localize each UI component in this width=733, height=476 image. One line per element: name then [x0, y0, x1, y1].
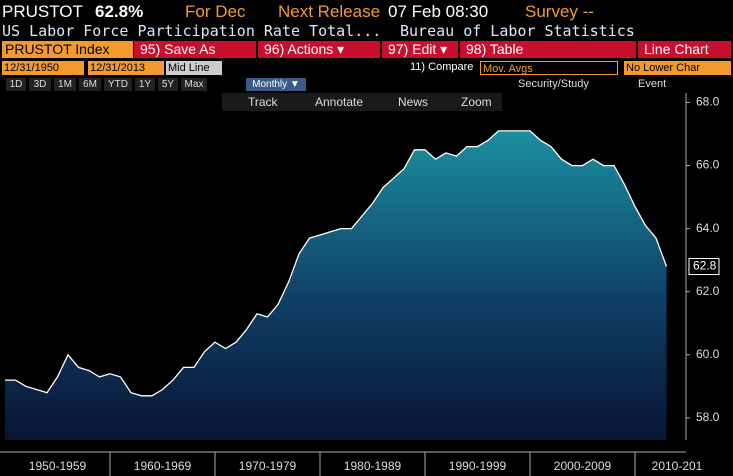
- save-button[interactable]: 95) Save As: [134, 41, 256, 58]
- mov-avgs[interactable]: Mov. Avgs: [480, 61, 618, 75]
- x-tick-label: 1960-1969: [134, 459, 192, 473]
- range-button[interactable]: Max: [181, 78, 207, 91]
- annotate-tool[interactable]: Annotate: [315, 95, 364, 109]
- x-tick-label: 1980-1989: [344, 459, 402, 473]
- ticker: PRUSTOT: [2, 2, 83, 21]
- description: US Labor Force Participation Rate Total.…: [2, 22, 382, 40]
- x-tick-label: 1990-1999: [449, 459, 507, 473]
- x-tick-label: 1970-1979: [239, 459, 297, 473]
- period: For Dec: [185, 2, 246, 21]
- actions-button[interactable]: 96) Actions ▾: [258, 41, 380, 58]
- last-value-label: 62.8: [693, 259, 717, 273]
- event[interactable]: Event: [638, 78, 667, 90]
- next-release-label: Next Release: [278, 2, 381, 21]
- x-tick-label: 2010-201: [652, 459, 703, 473]
- range-button[interactable]: 1Y: [135, 78, 155, 91]
- last-value: 62.8%: [95, 2, 144, 21]
- table-button[interactable]: 98) Table: [460, 41, 636, 58]
- y-tick-label: 60.0: [696, 347, 720, 361]
- survey: Survey --: [525, 2, 594, 21]
- edit-button[interactable]: 97) Edit ▾: [382, 41, 458, 58]
- source: Bureau of Labor Statistics: [400, 22, 635, 40]
- chart-type[interactable]: Line Chart: [638, 41, 731, 58]
- security-study[interactable]: Security/Study: [518, 78, 589, 90]
- range-button[interactable]: 1D: [6, 78, 26, 91]
- x-tick-label: 1950-1959: [29, 459, 87, 473]
- start-date[interactable]: 12/31/1950: [2, 61, 84, 75]
- track-tool[interactable]: Track: [248, 95, 278, 109]
- x-tick-label: 2000-2009: [554, 459, 612, 473]
- zoom-tool[interactable]: Zoom: [461, 95, 492, 109]
- y-tick-label: 64.0: [696, 221, 720, 235]
- range-button[interactable]: YTD: [104, 78, 132, 91]
- end-date[interactable]: 12/31/2013: [88, 61, 164, 75]
- next-release-date: 07 Feb 08:30: [388, 2, 489, 21]
- y-tick-label: 66.0: [696, 158, 720, 172]
- range-button[interactable]: 1M: [54, 78, 76, 91]
- range-button[interactable]: 5Y: [158, 78, 178, 91]
- y-tick-label: 62.0: [696, 284, 720, 298]
- last-value-box: [688, 258, 720, 275]
- security-field[interactable]: PRUSTOT Index: [2, 41, 133, 58]
- frequency[interactable]: Monthly ▼: [246, 78, 306, 91]
- y-tick-label: 68.0: [696, 95, 720, 109]
- compare[interactable]: 11) Compare: [410, 61, 474, 73]
- toolbar: [222, 93, 502, 111]
- mid-line[interactable]: Mid Line: [166, 61, 222, 75]
- news-tool[interactable]: News: [398, 95, 429, 109]
- line: [5, 130, 668, 397]
- range-button[interactable]: 3D: [29, 78, 51, 91]
- lower-chart[interactable]: No Lower Char: [624, 61, 731, 75]
- y-tick-label: 58.0: [696, 410, 720, 424]
- area-fill: [5, 130, 667, 440]
- range-button[interactable]: 6M: [79, 78, 101, 91]
